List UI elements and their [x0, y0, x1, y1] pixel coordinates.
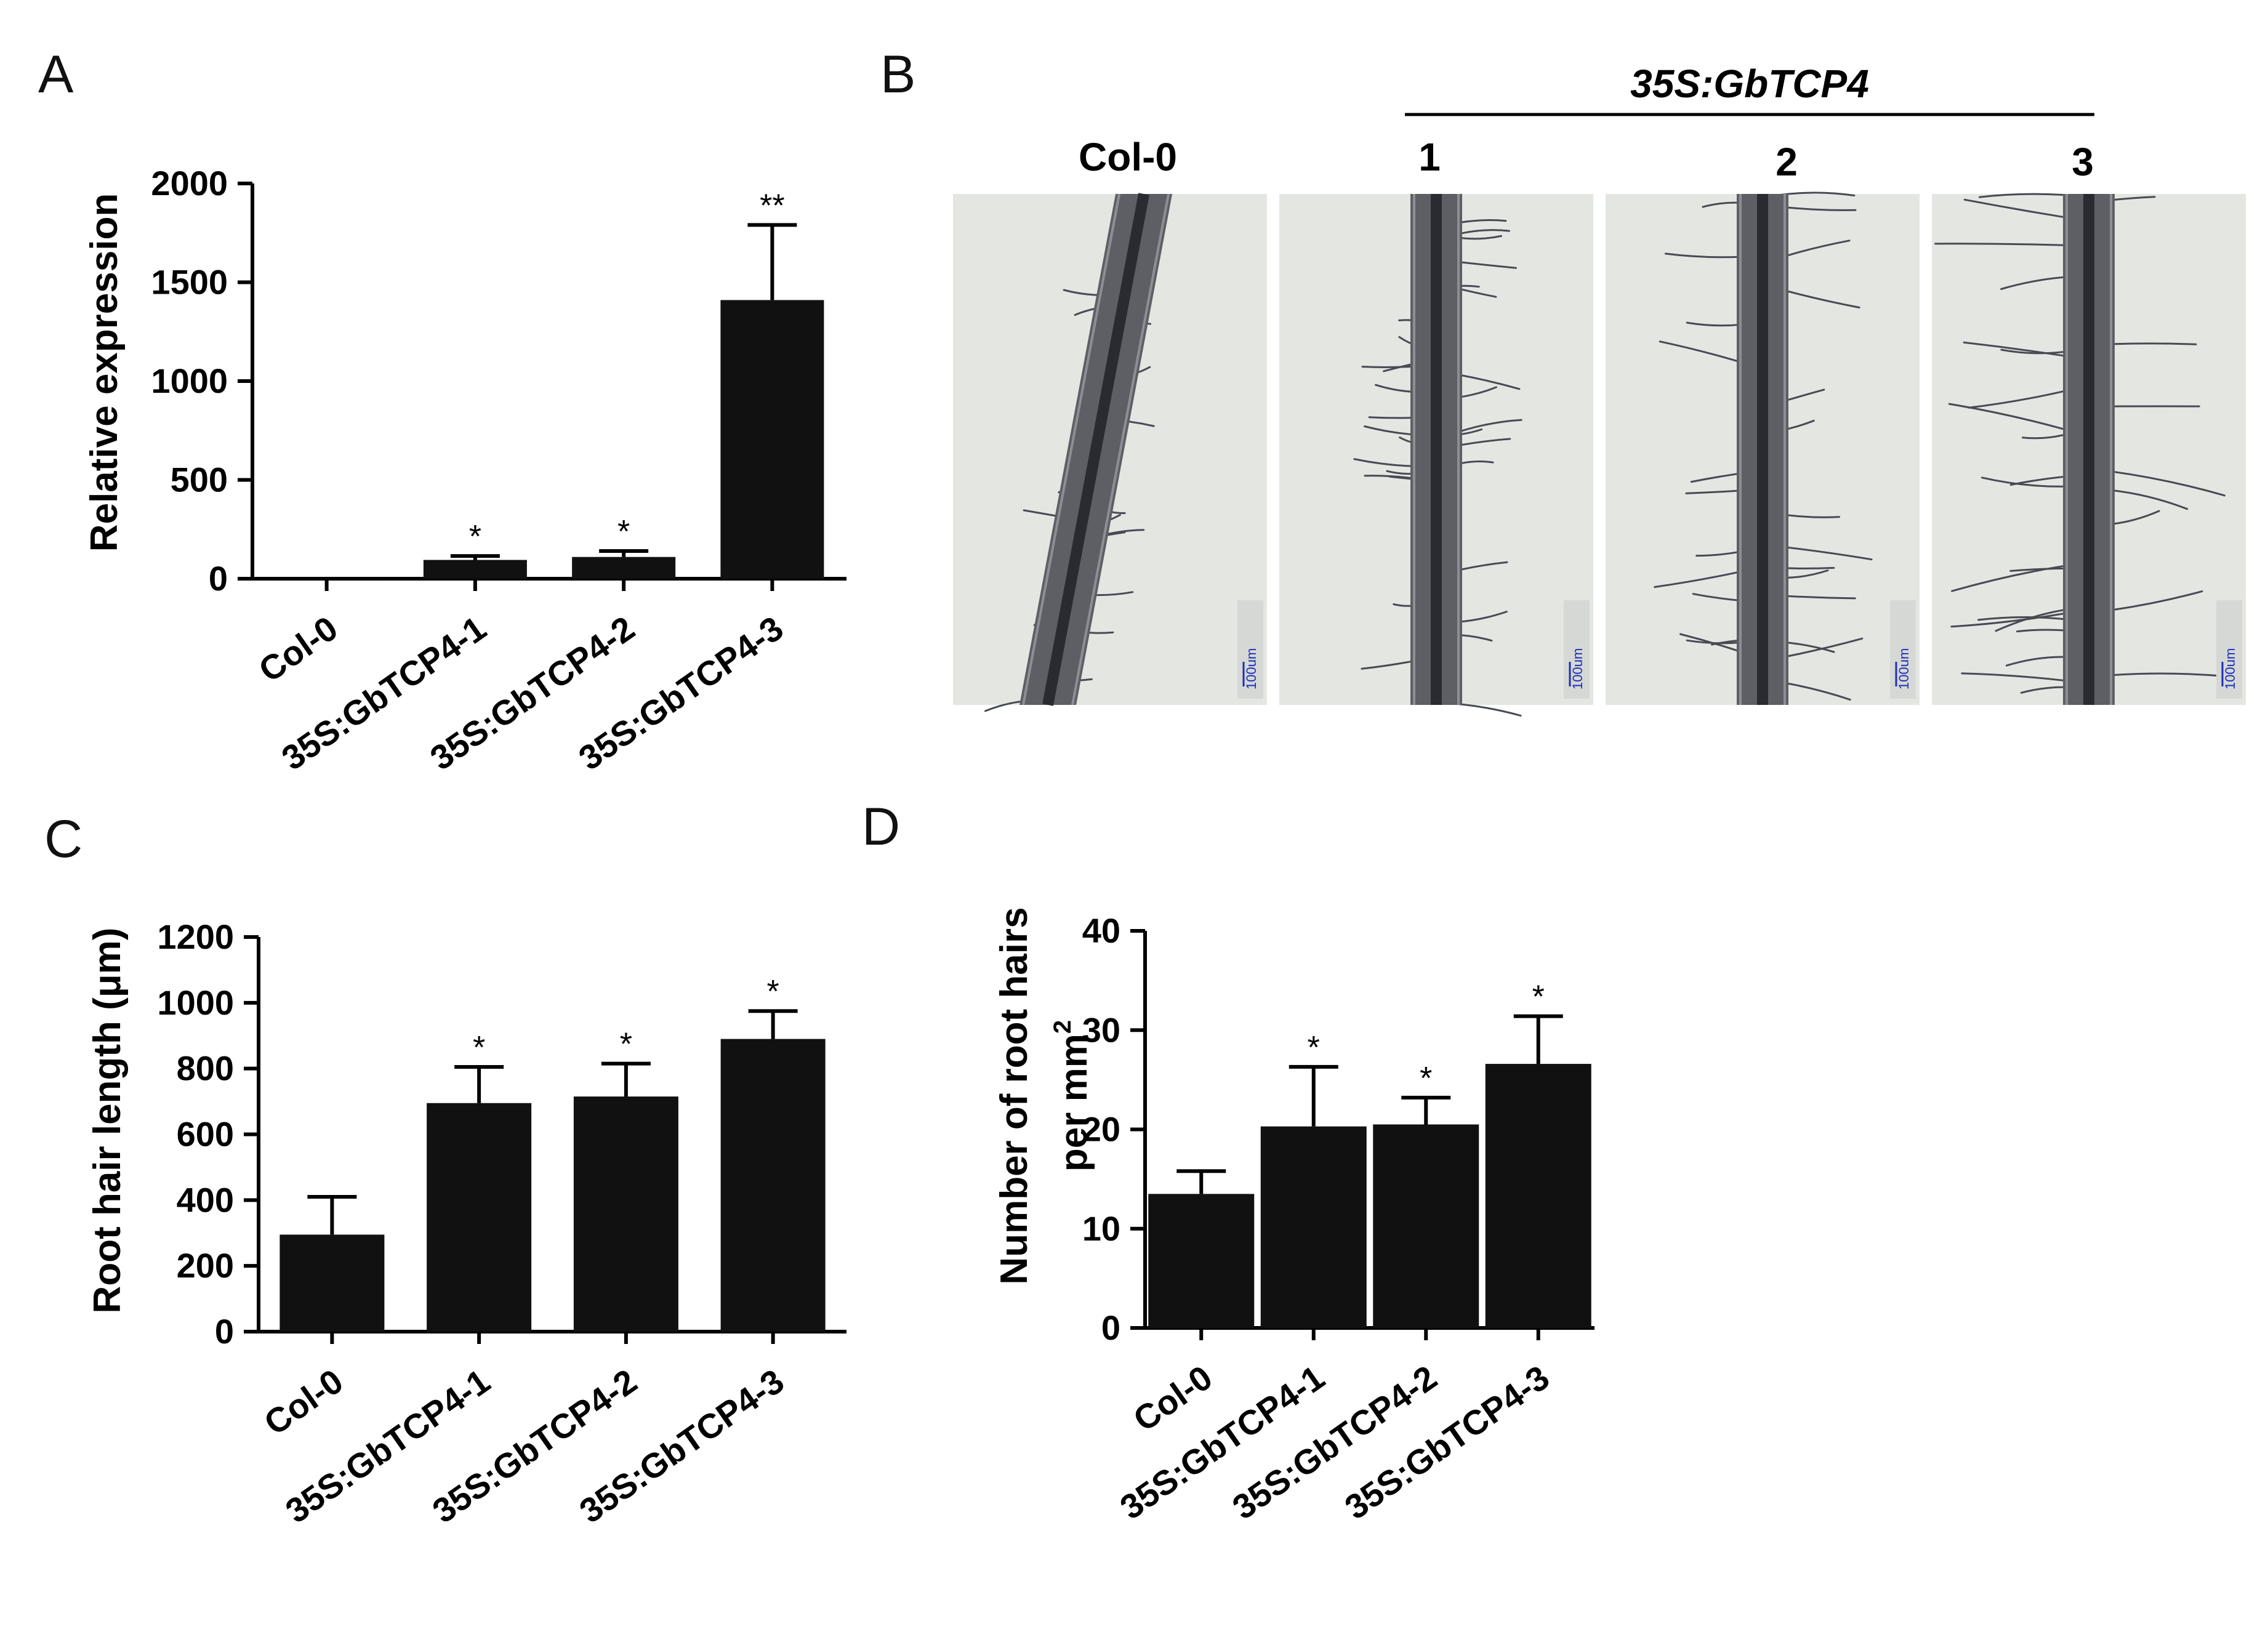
chart-c-y-tick-label: 1200	[157, 917, 234, 956]
chart-d-y-axis-title-per-mm: per mm	[1053, 1034, 1095, 1172]
chart-c-y-tick-label: 0	[215, 1312, 234, 1351]
chart-a-y-tick-label: 500	[171, 461, 228, 499]
chart-a-y-tick-label: 0	[209, 559, 228, 598]
scale-bar-label: 100um	[1570, 648, 1585, 690]
chart-c-y-tick-label: 200	[177, 1246, 234, 1285]
chart-c-y-tick-label: 400	[177, 1180, 234, 1219]
micrograph-1: 100um	[953, 193, 1267, 712]
chart-c-bar	[573, 1096, 678, 1332]
chart-c-root-hair-length: Root hair length (μm) 0 200 400 600 800 1000 1…	[86, 917, 846, 1530]
chart-a-y-tick-label: 1500	[151, 263, 228, 302]
chart-a-significance-label: *	[469, 519, 481, 555]
chart-a-bar	[423, 560, 527, 579]
scale-bar-label: 100um	[2222, 648, 2238, 690]
root-edge	[1022, 193, 1121, 706]
micrograph-2: 100um	[1279, 194, 1593, 717]
chart-a-significance-label: *	[617, 514, 630, 550]
scale-bar-box	[1890, 600, 1916, 699]
chart-d-significance-label: *	[1308, 1030, 1320, 1066]
chart-d-significance-label: *	[1532, 979, 1545, 1015]
chart-d-significance-label: *	[1420, 1061, 1432, 1096]
group-label-35s-gbtcp4: 35S:GbTCP4	[1630, 62, 1869, 106]
scale-bar-box	[1564, 600, 1590, 699]
chart-d-category-label: 35S:GbTCP4-2	[1225, 1358, 1444, 1527]
chart-c-category-label: Col-0	[257, 1361, 350, 1442]
panel-b-micrographs: 35S:GbTCP4 Col-0 1 2 3 100um 100um 100um 10…	[953, 62, 2246, 717]
micrograph-label-line-1: 1	[1418, 135, 1441, 179]
micrograph-label-col-0: Col-0	[1079, 135, 1177, 179]
chart-c-significance-label: *	[473, 1030, 485, 1066]
chart-a-relative-expression: Relative expression 0 500 1000 1500 2000 Col-…	[83, 164, 846, 778]
chart-c-significance-label: *	[620, 1027, 632, 1063]
root-vascular-core	[1042, 193, 1149, 706]
chart-d-y-axis-title-line-2: per mm2	[1049, 1020, 1095, 1172]
root-edge	[1071, 193, 1170, 706]
chart-d-y-tick-label: 40	[1082, 911, 1120, 950]
chart-d-y-axis-title-line-1: Number of root hairs	[993, 907, 1035, 1284]
chart-a-significance-label: **	[760, 188, 784, 223]
chart-d-bar	[1148, 1194, 1255, 1328]
chart-d-category-label: Col-0	[1126, 1358, 1219, 1439]
chart-c-bar	[720, 1039, 826, 1332]
chart-a-y-tick-label: 2000	[151, 164, 228, 203]
scale-bar-label: 100um	[1896, 648, 1912, 690]
chart-a-y-tick-label: 1000	[151, 361, 228, 400]
chart-a-bar	[720, 300, 824, 579]
scale-bar-label: 100um	[1244, 648, 1259, 690]
chart-c-bar	[427, 1103, 532, 1332]
chart-a-y-axis-title: Relative expression	[83, 193, 126, 552]
chart-a-category-label: Col-0	[252, 608, 345, 690]
chart-c-y-tick-label: 1000	[157, 983, 234, 1022]
chart-c-bar	[279, 1234, 385, 1332]
chart-d-y-tick-label: 10	[1082, 1209, 1120, 1248]
chart-d-y-axis-title-superscript: 2	[1049, 1020, 1076, 1034]
chart-d-bar	[1373, 1124, 1479, 1328]
chart-d-root-hair-density: Number of root hairs per mm2 0 10 20 30 40 Co…	[993, 907, 1594, 1527]
chart-d-y-tick-label: 0	[1101, 1308, 1120, 1347]
panel-b-letter: B	[880, 45, 915, 104]
chart-d-y-tick-label: 30	[1082, 1010, 1120, 1049]
chart-a-bar	[572, 557, 676, 579]
chart-c-y-tick-label: 600	[177, 1115, 234, 1154]
chart-d-bar	[1485, 1064, 1591, 1328]
panel-c-letter: C	[44, 810, 82, 869]
chart-c-y-axis-title: Root hair length (μm)	[86, 928, 129, 1314]
chart-d-bar	[1260, 1126, 1367, 1328]
panel-d-letter: D	[862, 797, 900, 856]
scale-bar-box	[1237, 600, 1263, 699]
panel-a-letter: A	[38, 45, 74, 104]
chart-c-significance-label: *	[767, 974, 779, 1010]
micrograph-4: 100um	[1932, 193, 2246, 705]
chart-c-y-tick-label: 800	[177, 1049, 234, 1088]
chart-d-category-label: 35S:GbTCP4-3	[1338, 1358, 1556, 1527]
chart-d-category-label: 35S:GbTCP4-1	[1113, 1358, 1332, 1527]
micrograph-3: 100um	[1606, 191, 1920, 705]
micrograph-label-line-2: 2	[1775, 140, 1798, 184]
chart-d-y-tick-label: 20	[1082, 1110, 1120, 1149]
scale-bar-box	[2216, 600, 2242, 699]
micrograph-label-line-3: 3	[2072, 140, 2094, 184]
